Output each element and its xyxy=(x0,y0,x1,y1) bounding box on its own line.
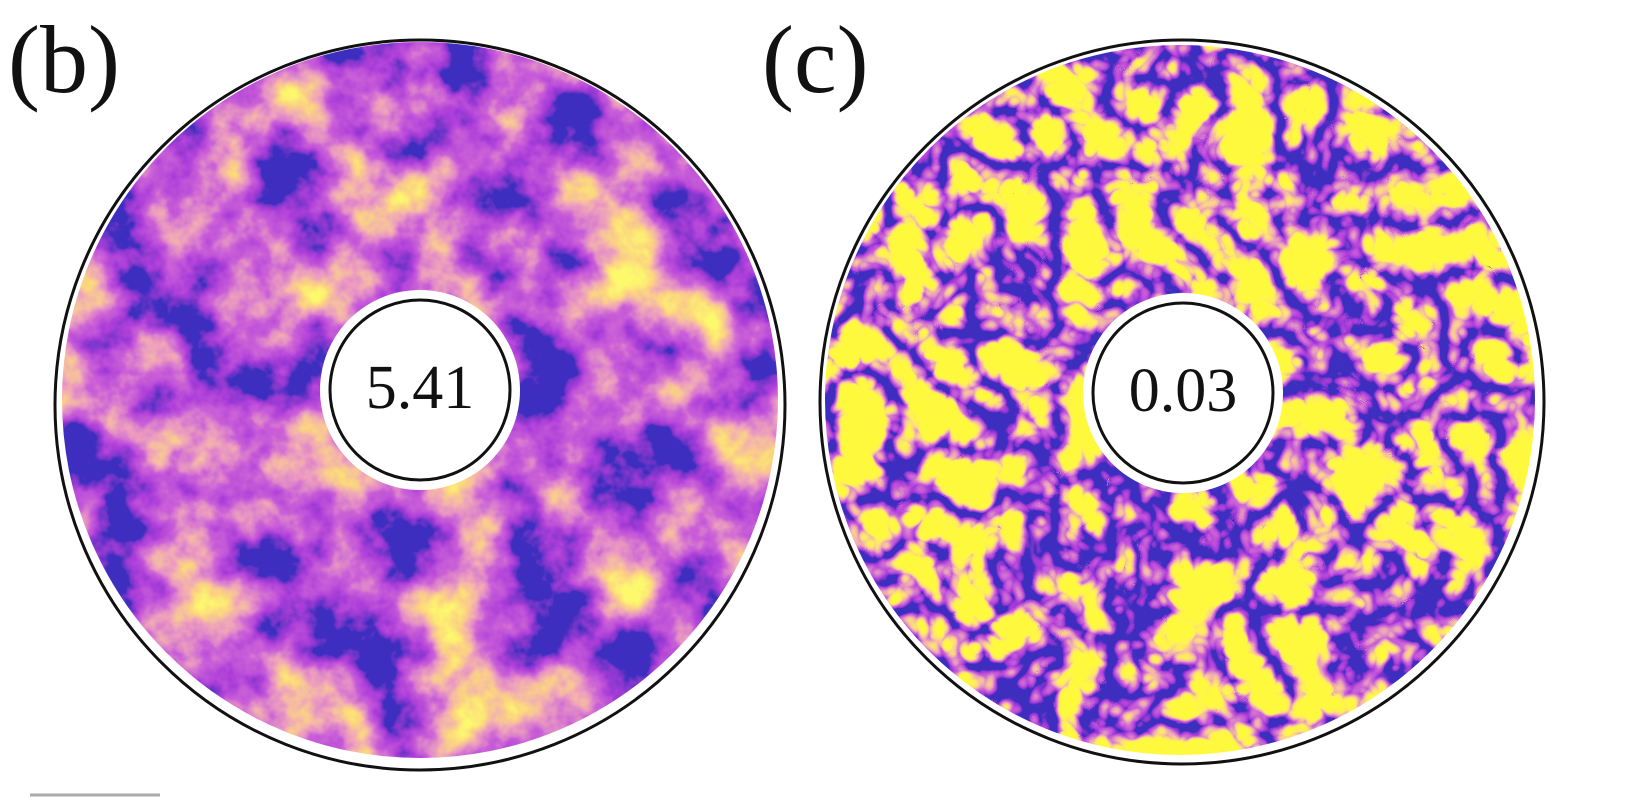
value-circle xyxy=(328,298,512,482)
outer-boundary xyxy=(818,38,1546,766)
outer-boundary xyxy=(53,38,787,772)
panel-value: 0.03 xyxy=(1129,357,1238,425)
panel-b: (b) 5.41 xyxy=(8,6,787,772)
panel-c: (c) 0.03 xyxy=(762,6,1546,766)
value-circle xyxy=(1091,301,1275,485)
panel-label: (c) xyxy=(762,6,869,113)
panel-label: (b) xyxy=(8,6,120,113)
panel-value: 5.41 xyxy=(366,354,475,422)
